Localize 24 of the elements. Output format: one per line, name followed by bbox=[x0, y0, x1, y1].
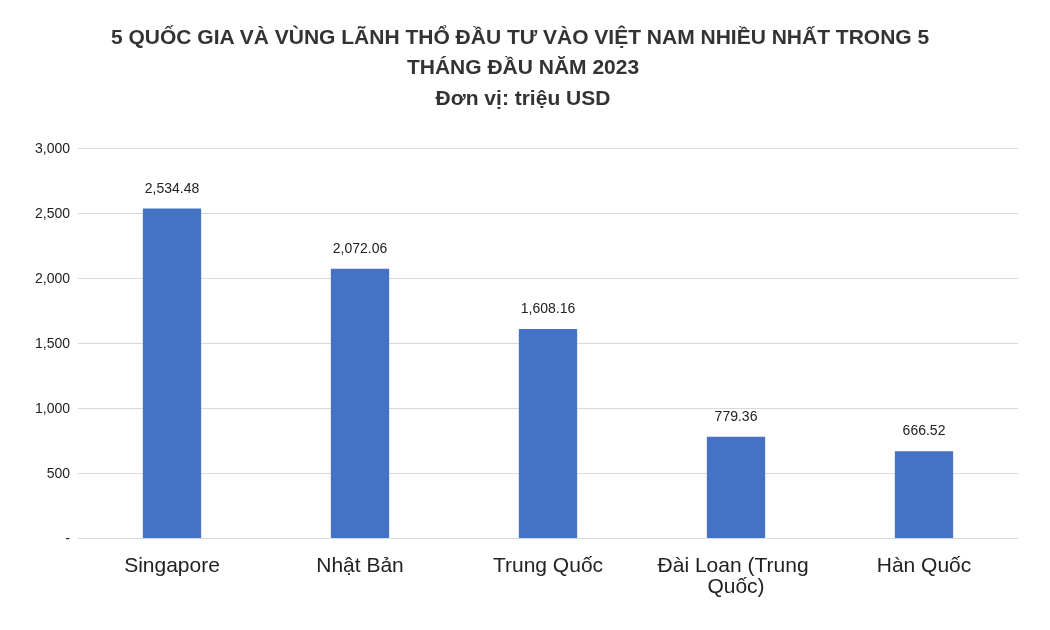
data-label: 2,072.06 bbox=[332, 239, 388, 256]
x-tick-label: Đài Loan (Trung Quốc) bbox=[657, 553, 815, 597]
y-tick-label: 3,000 bbox=[34, 140, 71, 156]
y-tick-label: - bbox=[65, 530, 71, 546]
data-label: 1,608.16 bbox=[520, 299, 576, 316]
bar bbox=[142, 208, 202, 538]
y-tick-label: 1,500 bbox=[34, 335, 71, 351]
x-tick-label: Singapore bbox=[124, 553, 220, 576]
y-tick-label: 1,000 bbox=[34, 400, 71, 416]
data-label: 666.52 bbox=[902, 422, 946, 439]
x-tick-label: Trung Quốc bbox=[492, 553, 604, 576]
y-tick-label: 500 bbox=[46, 465, 71, 481]
data-label: 779.36 bbox=[714, 407, 758, 424]
chart-subtitle: Đơn vị: triệu USD bbox=[435, 86, 611, 109]
x-tick-label: Hàn Quốc bbox=[876, 553, 972, 576]
bar bbox=[894, 451, 954, 538]
bar bbox=[706, 436, 766, 538]
bar bbox=[518, 328, 578, 538]
data-label: 2,534.48 bbox=[144, 179, 200, 196]
y-tick-label: 2,000 bbox=[34, 270, 71, 286]
bar bbox=[330, 268, 390, 538]
y-tick-label: 2,500 bbox=[34, 205, 71, 221]
chart-title: 5 QUỐC GIA VÀ VÙNG LÃNH THỔ ĐẦU TƯ VÀO VIỆT NAM NHIỀU NHẤT TRONG 5 THÁNG ĐẦU NĂM 2023 bbox=[110, 24, 936, 78]
x-tick-label: Nhật Bản bbox=[316, 553, 404, 576]
